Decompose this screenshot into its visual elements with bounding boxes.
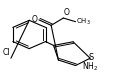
Text: Cl: Cl xyxy=(2,48,10,57)
Text: O: O xyxy=(32,15,38,24)
Text: CH$_3$: CH$_3$ xyxy=(76,17,91,27)
Text: S: S xyxy=(88,53,93,62)
Text: O: O xyxy=(64,8,70,17)
Text: NH$_2$: NH$_2$ xyxy=(82,60,98,73)
